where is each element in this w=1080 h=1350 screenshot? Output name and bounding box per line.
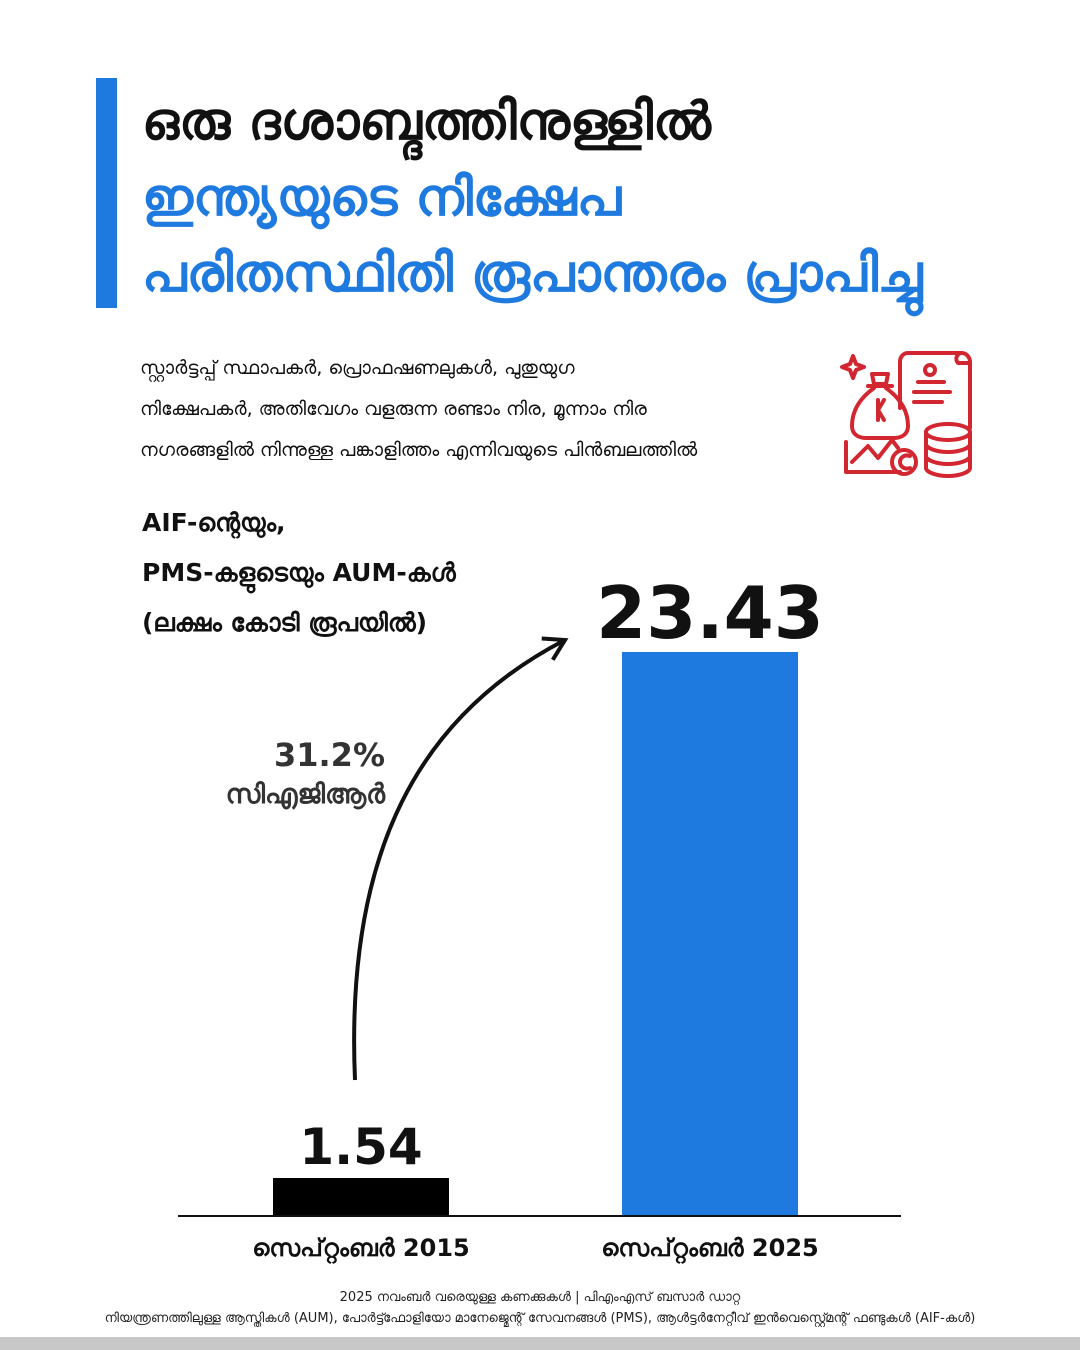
y-axis-label-line-1: AIF-ന്റെയും, (142, 508, 286, 537)
growth-arrow (352, 636, 569, 1081)
y-axis-label-line-3: (ലക്ഷം കോടി രൂപയിൽ) (142, 608, 428, 637)
subtitle: സ്റ്റാർട്ടപ്പ് സ്ഥാപകർ, പ്രൊഫഷണലുകൾ, പുത… (140, 348, 830, 471)
page-title: ഒരു ദശാബ്ദത്തിനുള്ളിൽ ഇന്ത്യയുടെ നിക്ഷേപ… (142, 84, 1042, 312)
cagr-label: സിഎജിആർ (225, 779, 385, 810)
subtitle-line-3: നഗരങ്ങളിൽ നിന്നുള്ള പങ്കാളിത്തം എന്നിവയു… (140, 439, 698, 461)
title-accent-bar (96, 78, 117, 308)
bar-2025 (622, 652, 798, 1215)
bottom-strip (0, 1337, 1080, 1350)
cagr-value: 31.2% (273, 736, 385, 774)
bar-2015 (273, 1177, 449, 1215)
y-axis-label-line-2: PMS-കളുടെയും AUM-കൾ (142, 558, 456, 587)
category-label-2015: സെപ്റ്റംബർ 2015 (252, 1234, 469, 1263)
subtitle-line-2: നിക്ഷേപകർ, അതിവേഗം വളരുന്ന രണ്ടാം നിര, മ… (140, 398, 647, 420)
y-axis-label: AIF-ന്റെയും, PMS-കളുടെയും AUM-കൾ (ലക്ഷം … (142, 498, 456, 648)
subtitle-line-1: സ്റ്റാർട്ടപ്പ് സ്ഥാപകർ, പ്രൊഫഷണലുകൾ, പുത… (140, 357, 575, 379)
value-label-2025: 23.43 (596, 571, 824, 655)
title-line-1: ഒരു ദശാബ്ദത്തിനുള്ളിൽ (142, 92, 711, 152)
value-label-2015: 1.54 (299, 1118, 422, 1176)
cagr-annotation: 31.2% സിഎജിആർ (180, 735, 385, 815)
category-label-2025: സെപ്റ്റംബർ 2025 (601, 1234, 818, 1263)
finance-documents-coins-icon (840, 351, 972, 478)
footer-abbreviations-note: നിയന്ത്രണത്തിലുള്ള ആസ്തികൾ (AUM), പോർട്ട… (104, 1311, 976, 1326)
footer-source-note: 2025 നവംബർ വരെയുള്ള കണക്കുകൾ | പിഎംഎസ് ബ… (339, 1290, 741, 1305)
title-line-3: പരിതസ്ഥിതി രൂപാന്തരം പ്രാപിച്ചു (142, 244, 923, 304)
title-line-2: ഇന്ത്യയുടെ നിക്ഷേപ (142, 168, 622, 228)
